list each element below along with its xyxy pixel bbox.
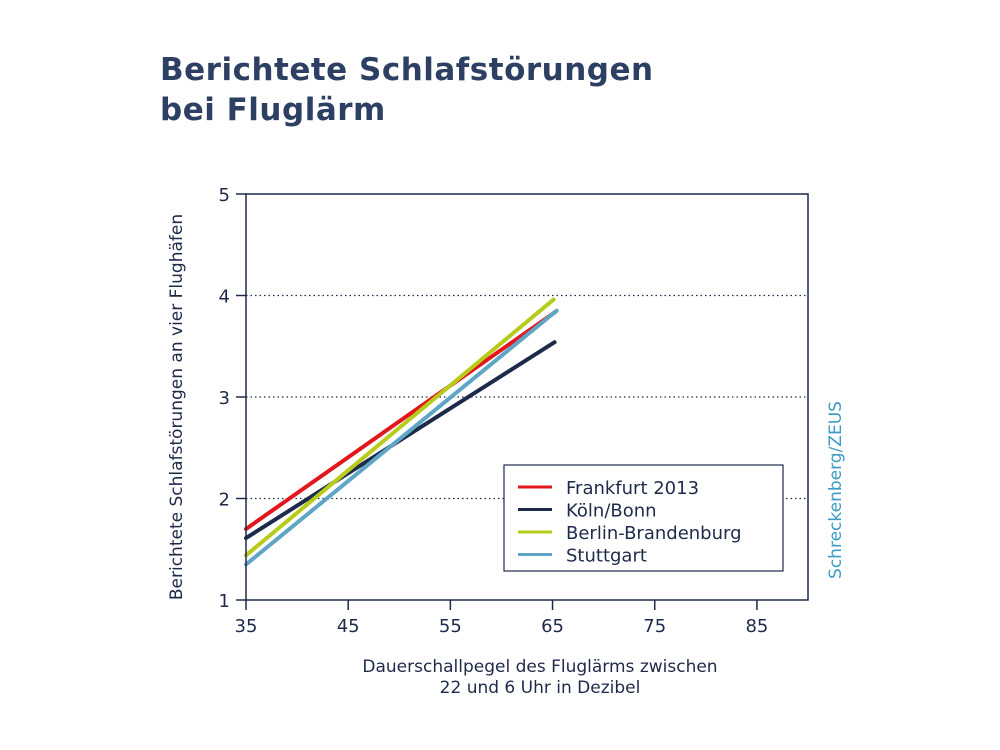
x-tick-label: 85	[745, 616, 768, 637]
legend-label: Berlin-Brandenburg	[566, 523, 742, 544]
source-credit: Schreckenberg/ZEUS	[826, 401, 846, 579]
legend-label: Köln/Bonn	[566, 501, 657, 522]
x-tick-label: 45	[337, 616, 360, 637]
legend-label: Frankfurt 2013	[566, 478, 699, 499]
y-axis-label: Berichtete Schlafstörungen an vier Flugh…	[167, 214, 187, 600]
series-line-2	[244, 297, 556, 558]
x-tick-label: 55	[439, 616, 462, 637]
x-tick-label: 65	[541, 616, 564, 637]
x-axis-label-line-1: Dauerschallpegel des Fluglärms zwischen	[362, 657, 717, 677]
x-axis-label-line-2: 22 und 6 Uhr in Dezibel	[440, 678, 641, 698]
chart-title: Berichtete Schlafstörungen bei Fluglärm	[160, 50, 654, 130]
series-line-3	[244, 308, 559, 567]
x-tick-label: 75	[643, 616, 666, 637]
title-line-1: Berichtete Schlafstörungen	[160, 52, 654, 88]
x-tick-label: 35	[235, 616, 258, 637]
y-tick-label: 3	[219, 388, 230, 409]
legend-label: Stuttgart	[566, 546, 647, 567]
y-tick-label: 5	[219, 185, 230, 206]
title-line-2: bei Fluglärm	[160, 92, 386, 128]
y-tick-label: 1	[219, 591, 230, 612]
legend: Frankfurt 2013Köln/BonnBerlin-Brandenbur…	[503, 464, 784, 572]
y-tick-label: 2	[219, 490, 230, 511]
y-tick-label: 4	[219, 287, 230, 308]
series-line-0	[244, 309, 558, 531]
